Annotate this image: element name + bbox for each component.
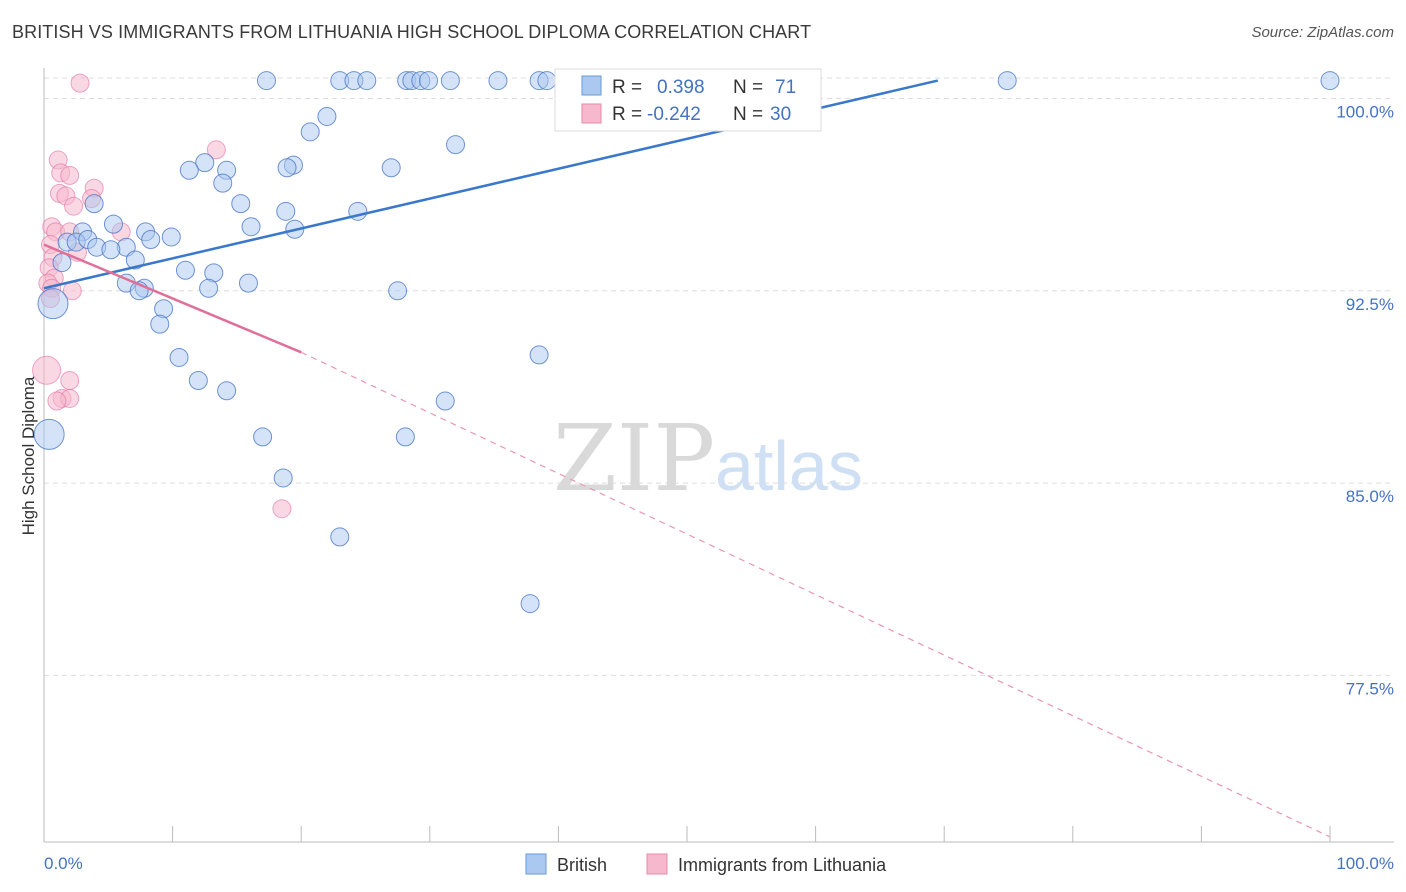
british-point	[276, 201, 296, 221]
british-point	[238, 273, 258, 293]
british-series	[33, 71, 1340, 614]
british-point	[169, 347, 189, 367]
stats-lithuania-r-label: R =	[612, 104, 642, 125]
lithuania-point	[60, 371, 80, 391]
british-point	[435, 391, 455, 411]
british-point	[37, 288, 69, 320]
stats-lithuania-n-label: N =	[733, 104, 763, 125]
stats-british-n: 71	[775, 77, 796, 98]
x-tick-label: 100.0%	[1336, 854, 1394, 873]
british-point	[84, 194, 104, 214]
stats-lithuania-swatch	[581, 103, 602, 124]
british-point	[997, 71, 1017, 91]
british-point	[101, 240, 121, 260]
british-point	[395, 427, 415, 447]
y-tick-label: 85.0%	[1346, 487, 1394, 506]
british-point	[150, 314, 170, 334]
lithuania-point	[60, 165, 80, 185]
y-tick-label: 92.5%	[1346, 295, 1394, 314]
british-point	[537, 71, 557, 91]
british-point	[241, 217, 261, 237]
british-point	[161, 227, 181, 247]
stats-british-swatch	[581, 75, 602, 96]
stats-british-r: 0.398	[657, 77, 705, 98]
british-point	[103, 214, 123, 234]
y-axis-label: High School Diploma	[19, 376, 38, 535]
british-point	[446, 135, 466, 155]
watermark-zip: ZIP	[553, 405, 715, 512]
watermark: ZIP atlas	[553, 405, 863, 512]
stats-box: R = 0.398 N = 71 R = -0.242 N = 30	[554, 68, 822, 132]
chart-source: Source: ZipAtlas.com	[1251, 24, 1394, 41]
british-point	[529, 345, 549, 365]
british-point	[357, 71, 377, 91]
british-point	[33, 418, 65, 450]
british-point	[419, 71, 439, 91]
british-point	[141, 230, 161, 250]
lithuania-trend-extension	[300, 351, 1331, 838]
british-point	[253, 427, 273, 447]
legend-british-label: British	[557, 855, 607, 875]
british-point	[317, 106, 337, 126]
british-point	[195, 153, 215, 173]
stats-british-r-label: R =	[612, 77, 642, 98]
british-point	[188, 371, 208, 391]
legend-item-british[interactable]: British	[525, 853, 607, 875]
british-point	[175, 260, 195, 280]
british-point	[440, 71, 460, 91]
british-point	[217, 381, 237, 401]
british-point	[388, 281, 408, 301]
legend-lithuania-label: Immigrants from Lithuania	[678, 855, 887, 875]
stats-british-n-label: N =	[733, 77, 763, 98]
watermark-atlas: atlas	[715, 427, 863, 505]
legend: British Immigrants from Lithuania	[525, 853, 887, 875]
british-point	[520, 594, 540, 614]
british-point	[300, 122, 320, 142]
legend-lithuania-swatch	[646, 853, 668, 875]
british-point	[179, 160, 199, 180]
chart-title: BRITISH VS IMMIGRANTS FROM LITHUANIA HIG…	[12, 22, 812, 42]
british-point	[1320, 71, 1340, 91]
y-tick-label: 77.5%	[1346, 679, 1394, 698]
lithuania-series	[32, 73, 292, 519]
british-point	[199, 278, 219, 298]
axes	[43, 68, 1394, 843]
british-point	[330, 527, 350, 547]
british-point	[52, 253, 72, 273]
british-point	[213, 173, 233, 193]
british-point	[277, 158, 297, 178]
lithuania-trend-line	[43, 243, 302, 354]
lithuania-point	[272, 499, 292, 519]
y-tick-label: 100.0%	[1336, 103, 1394, 122]
british-point	[231, 194, 251, 214]
legend-item-lithuania[interactable]: Immigrants from Lithuania	[646, 853, 887, 875]
british-point	[273, 468, 293, 488]
british-point	[256, 71, 276, 91]
gridlines	[44, 77, 1394, 676]
lithuania-point	[206, 140, 226, 160]
legend-british-swatch	[525, 853, 547, 875]
british-point	[488, 71, 508, 91]
x-tick-label: 0.0%	[44, 854, 83, 873]
lithuania-point	[70, 73, 90, 93]
y-tick-labels: 100.0% 92.5% 85.0% 77.5%	[1336, 103, 1394, 699]
stats-lithuania-n: 30	[770, 104, 791, 125]
lithuania-point	[32, 355, 62, 385]
lithuania-point	[47, 391, 67, 411]
stats-lithuania-r: -0.242	[647, 104, 701, 125]
lithuania-point	[64, 196, 84, 216]
british-point	[125, 250, 145, 270]
x-tick-labels: 0.0% 100.0%	[44, 854, 1394, 873]
british-point	[381, 158, 401, 178]
